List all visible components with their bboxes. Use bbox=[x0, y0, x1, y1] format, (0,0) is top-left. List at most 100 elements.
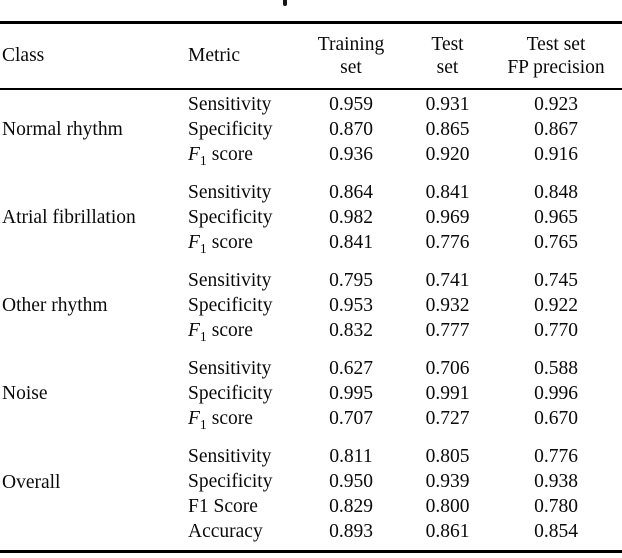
header-line: Test set bbox=[526, 34, 586, 55]
metric-value: 0.745 bbox=[534, 270, 578, 291]
header-line: Test bbox=[431, 34, 464, 55]
metric-value: 0.706 bbox=[425, 358, 470, 379]
header-line: set bbox=[436, 57, 459, 78]
metric-label: Specificity bbox=[188, 119, 273, 140]
metric-value: 0.931 bbox=[425, 94, 470, 115]
metric-label: Specificity bbox=[188, 383, 273, 404]
metric-label: Sensitivity bbox=[188, 446, 272, 467]
table-row: F1 Score 0.829 0.800 0.780 bbox=[0, 494, 622, 519]
group-spacer bbox=[0, 544, 622, 552]
metric-value: 0.841 bbox=[425, 182, 470, 203]
metric-value: 0.982 bbox=[329, 207, 373, 228]
metric-value: 0.805 bbox=[425, 446, 470, 467]
metric-label: Specificity bbox=[188, 471, 273, 492]
metric-value: 0.770 bbox=[534, 320, 578, 341]
metric-label: Sensitivity bbox=[188, 358, 272, 379]
metric-value: 0.870 bbox=[329, 119, 373, 140]
metric-value: 0.841 bbox=[329, 232, 373, 253]
metric-value: 0.953 bbox=[329, 295, 373, 316]
metric-value: 0.959 bbox=[329, 94, 373, 115]
table-row: Overall Sensitivity 0.811 0.805 0.776 bbox=[0, 444, 622, 493]
metric-label: F1 Score bbox=[188, 496, 258, 517]
class-label-atrial-fibrillation: Atrial fibrillation bbox=[2, 207, 136, 228]
table-body: Normal rhythm Sensitivity 0.959 0.931 0.… bbox=[0, 89, 622, 552]
metric-value: 0.864 bbox=[329, 182, 373, 203]
group-spacer bbox=[0, 343, 622, 356]
metric-value: 0.795 bbox=[329, 270, 373, 291]
class-label-noise: Noise bbox=[2, 383, 48, 404]
metric-value: 0.996 bbox=[534, 383, 578, 404]
cropped-caption-descender bbox=[283, 0, 287, 6]
column-header-test-set-fp-precision: Test set FP precision bbox=[490, 23, 622, 90]
metric-label: Sensitivity bbox=[188, 270, 272, 291]
metric-value: 0.800 bbox=[425, 496, 470, 517]
table-row: F1 score 0.832 0.777 0.770 bbox=[0, 318, 622, 343]
table-row: Specificity 0.870 0.865 0.867 bbox=[0, 117, 622, 142]
group-spacer bbox=[0, 431, 622, 444]
metric-value: 0.829 bbox=[329, 496, 373, 517]
column-header-metric: Metric bbox=[188, 45, 240, 66]
metric-value: 0.777 bbox=[425, 320, 470, 341]
metric-value: 0.950 bbox=[329, 471, 373, 492]
metric-label: Sensitivity bbox=[188, 182, 272, 203]
metric-value: 0.780 bbox=[534, 496, 578, 517]
metric-label-f1-score: F1 score bbox=[188, 232, 253, 256]
metric-value: 0.854 bbox=[534, 521, 578, 542]
metric-label: Specificity bbox=[188, 295, 273, 316]
metric-value: 0.776 bbox=[534, 446, 578, 467]
metric-value: 0.965 bbox=[534, 207, 578, 228]
column-header-test-set: Test set bbox=[405, 23, 490, 90]
table-row: Normal rhythm Sensitivity 0.959 0.931 0.… bbox=[0, 92, 622, 140]
header-line: FP precision bbox=[507, 57, 605, 78]
header-line: Training bbox=[317, 34, 385, 55]
metric-value: 0.588 bbox=[534, 358, 578, 379]
table-row: Specificity 0.953 0.932 0.922 bbox=[0, 293, 622, 318]
metric-value: 0.969 bbox=[425, 207, 470, 228]
metric-value: 0.765 bbox=[534, 232, 578, 253]
header-row: Class Metric Training set Test set Test … bbox=[0, 23, 622, 90]
metric-value: 0.920 bbox=[425, 144, 470, 165]
class-label-normal-rhythm: Normal rhythm bbox=[2, 119, 123, 140]
metric-value: 0.991 bbox=[425, 383, 470, 404]
metric-value: 0.936 bbox=[329, 144, 373, 165]
table-row: Other rhythm Sensitivity 0.795 0.741 0.7… bbox=[0, 268, 622, 316]
metric-value: 0.727 bbox=[425, 408, 470, 429]
metric-label: Specificity bbox=[188, 207, 273, 228]
metric-value: 0.627 bbox=[329, 358, 373, 379]
class-label-other-rhythm: Other rhythm bbox=[2, 295, 108, 316]
metric-value: 0.848 bbox=[534, 182, 578, 203]
metric-label: Accuracy bbox=[188, 521, 263, 542]
table-row: Noise Sensitivity 0.627 0.706 0.588 bbox=[0, 356, 622, 404]
metric-value: 0.922 bbox=[534, 295, 578, 316]
metric-value: 0.670 bbox=[534, 408, 578, 429]
table-row: F1 score 0.707 0.727 0.670 bbox=[0, 406, 622, 431]
metric-label-f1-score: F1 score bbox=[188, 408, 253, 432]
group-spacer bbox=[0, 167, 622, 180]
column-header-class: Class bbox=[2, 45, 45, 66]
metric-value: 0.811 bbox=[329, 446, 373, 467]
metric-value: 0.741 bbox=[425, 270, 470, 291]
header-line: set bbox=[340, 57, 362, 78]
metric-value: 0.867 bbox=[534, 119, 578, 140]
metric-value: 0.832 bbox=[329, 320, 373, 341]
metric-value: 0.776 bbox=[425, 232, 470, 253]
metric-value: 0.865 bbox=[425, 119, 470, 140]
table-row: F1 score 0.841 0.776 0.765 bbox=[0, 230, 622, 255]
class-label-overall: Overall bbox=[2, 471, 61, 493]
metric-value: 0.916 bbox=[534, 144, 578, 165]
metric-value: 0.938 bbox=[534, 471, 578, 492]
table-row: Specificity 0.950 0.939 0.938 bbox=[0, 469, 622, 494]
metric-label-f1-score: F1 score bbox=[188, 144, 253, 168]
column-header-training-set: Training set bbox=[297, 23, 405, 90]
table-header: Class Metric Training set Test set Test … bbox=[0, 23, 622, 90]
metric-value: 0.932 bbox=[425, 295, 470, 316]
metric-value: 0.939 bbox=[425, 471, 470, 492]
table-row: Accuracy 0.893 0.861 0.854 bbox=[0, 519, 622, 544]
table-row: Specificity 0.982 0.969 0.965 bbox=[0, 205, 622, 230]
classification-metrics-table: Class Metric Training set Test set Test … bbox=[0, 21, 622, 553]
metric-value: 0.923 bbox=[534, 94, 578, 115]
metric-label-f1-score: F1 score bbox=[188, 320, 253, 344]
table-row: F1 score 0.936 0.920 0.916 bbox=[0, 142, 622, 167]
metric-label: Sensitivity bbox=[188, 94, 272, 115]
